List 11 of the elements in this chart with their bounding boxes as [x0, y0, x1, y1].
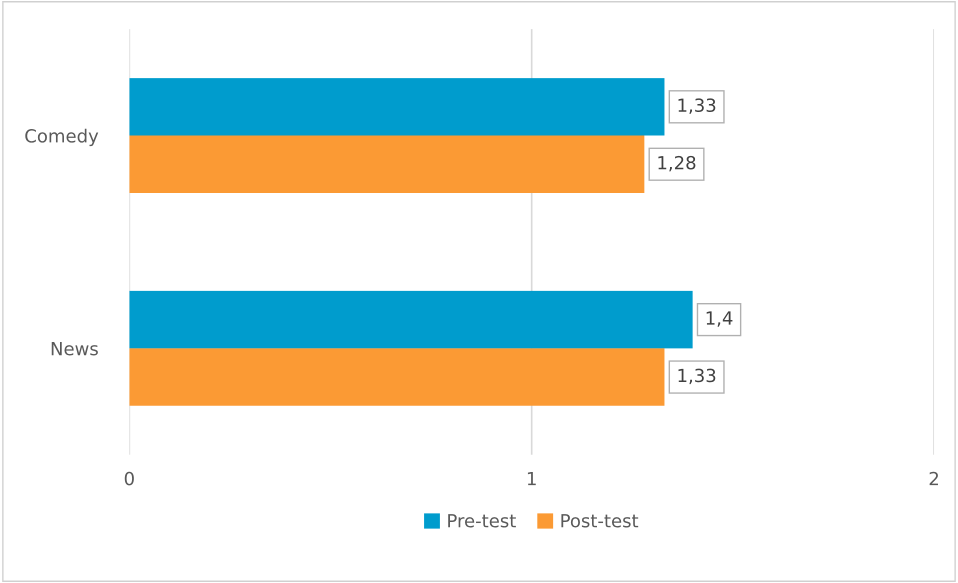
- y-tick-label: Comedy: [25, 128, 98, 146]
- data-label: 1,33: [678, 98, 716, 114]
- x-tick-label: 2: [930, 472, 938, 486]
- legend-label: Pre-test: [448, 514, 516, 528]
- data-label: 1,33: [678, 368, 716, 384]
- data-label: 1,4: [706, 311, 732, 327]
- x-tick-label: 0: [124, 472, 134, 486]
- legend-label: Post-test: [561, 514, 638, 528]
- y-tick-label: News: [52, 342, 98, 356]
- data-label: 1,28: [658, 156, 696, 172]
- x-tick-label: 1: [528, 472, 536, 486]
